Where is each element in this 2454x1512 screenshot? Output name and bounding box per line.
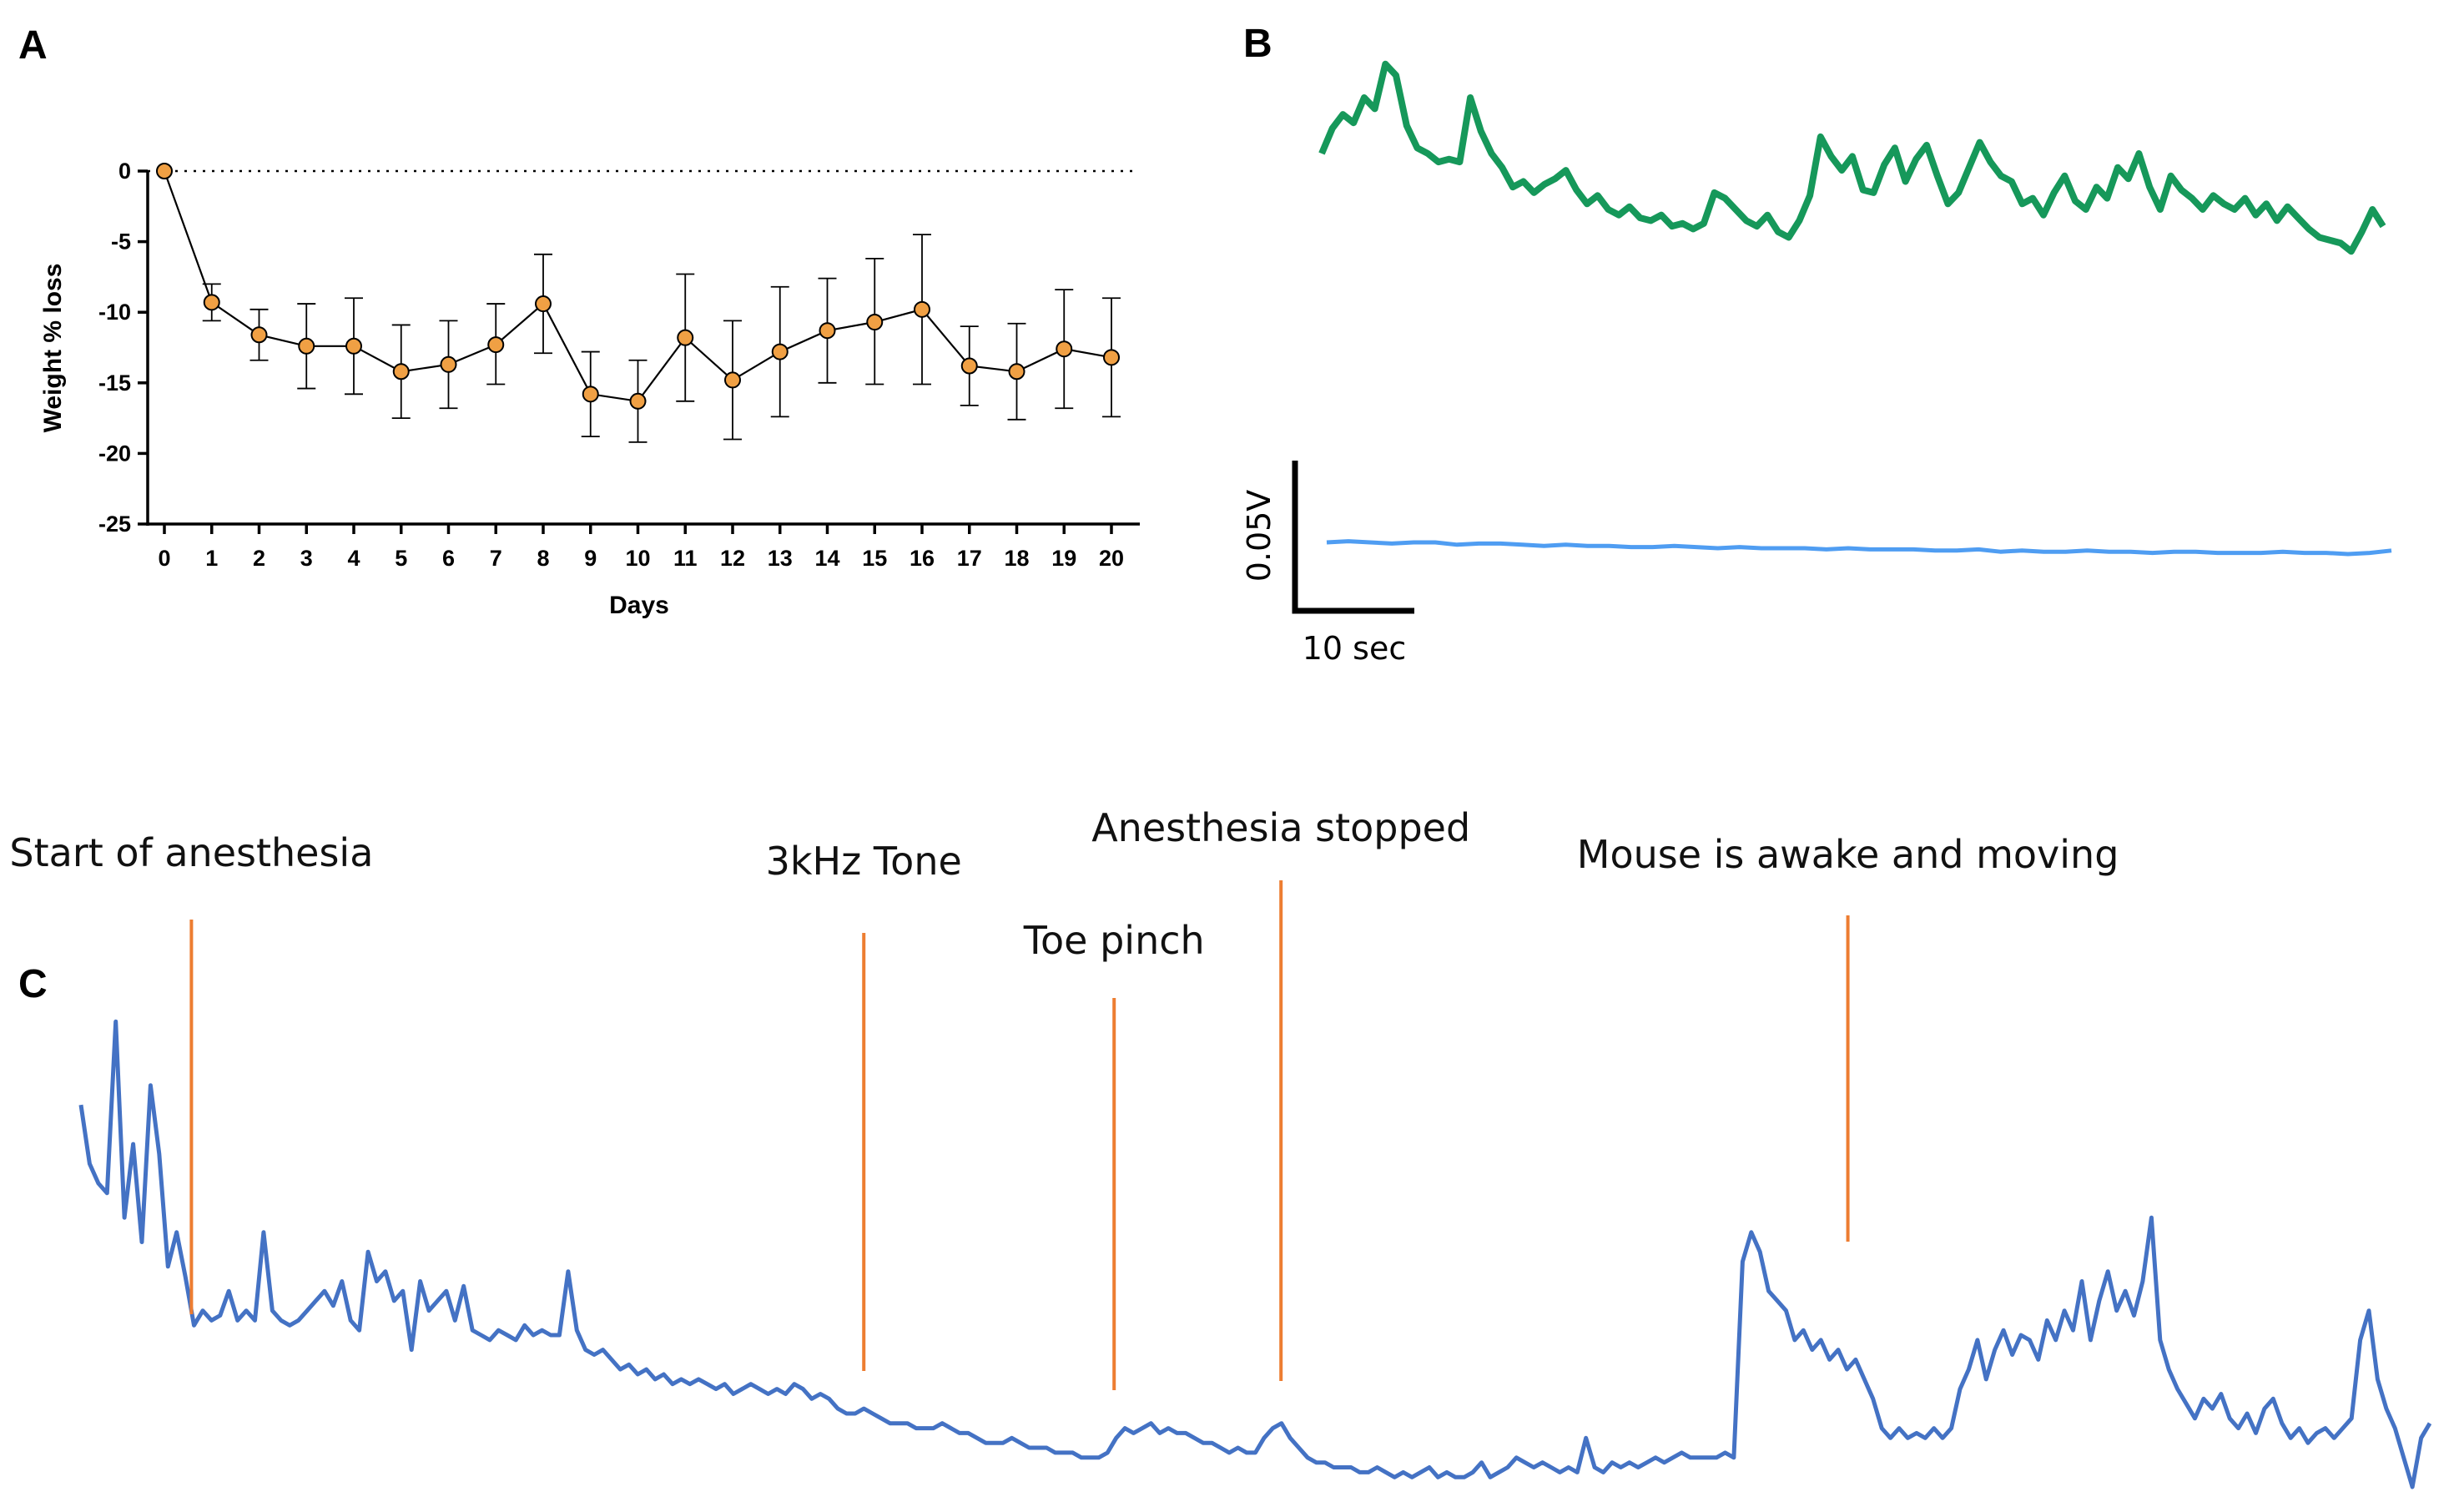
y-tick-label: -10 — [98, 300, 131, 325]
data-point — [960, 357, 978, 375]
data-point — [203, 294, 220, 311]
data-point — [156, 163, 173, 179]
x-tick-label: 16 — [910, 546, 935, 571]
data-point — [771, 343, 789, 360]
x-tick-label: 10 — [625, 546, 650, 571]
y-tick-label: -20 — [98, 441, 131, 466]
trace-control-recording — [1326, 539, 2392, 557]
x-axis-title: Days — [609, 592, 669, 619]
panel-c-long-trace: Start of anesthesia 3kHz Tone Toe pinch Ane… — [9, 805, 2432, 1489]
x-tick-label: 8 — [537, 546, 549, 571]
data-point — [1103, 349, 1120, 366]
data-point — [298, 337, 315, 355]
x-tick-label: 9 — [584, 546, 597, 571]
scale-bar-voltage-label: 0.05V — [1241, 490, 1277, 582]
annotation-label: Toe pinch — [1023, 918, 1205, 963]
x-tick-label: 18 — [1004, 546, 1029, 571]
data-point — [819, 322, 836, 340]
x-tick-label: 14 — [814, 546, 839, 571]
y-tick-label: -25 — [98, 512, 131, 537]
annotation-label: Anesthesia stopped — [1091, 805, 1470, 850]
trace-active-recording — [1318, 60, 2386, 255]
x-tick-label: 12 — [720, 546, 745, 571]
x-tick-label: 20 — [1099, 546, 1124, 571]
x-tick-label: 2 — [253, 546, 265, 571]
panel-label-c: C — [18, 962, 48, 1006]
data-point — [1008, 363, 1025, 381]
data-point — [250, 326, 268, 344]
data-point — [629, 392, 647, 410]
data-point — [914, 300, 930, 318]
x-tick-label: 5 — [395, 546, 407, 571]
data-point — [724, 371, 741, 389]
data-point — [677, 329, 694, 346]
x-tick-label: 1 — [205, 546, 218, 571]
x-tick-label: 0 — [158, 546, 170, 571]
annotation-label: Mouse is awake and moving — [1577, 832, 2119, 877]
annotation-label: 3kHz Tone — [766, 839, 962, 884]
y-tick-label: -5 — [111, 229, 131, 255]
trace-long-recording — [78, 1019, 2432, 1489]
y-axis-title: Weight % loss — [39, 264, 67, 433]
y-tick-label: -15 — [98, 370, 131, 396]
data-point — [1056, 340, 1073, 358]
data-point — [345, 337, 362, 355]
panel-b-traces: 0.05V 10 sec — [1241, 60, 2392, 667]
x-tick-label: 19 — [1051, 546, 1076, 571]
x-tick-label: 13 — [768, 546, 793, 571]
panel-label-b: B — [1243, 22, 1272, 66]
x-tick-label: 15 — [862, 546, 887, 571]
panel-a-weight-chart: 0-5-10-15-20-25 0 1 2 3 4 5 6 7 8 9 10 11 12 13 14 15 16… — [39, 159, 1140, 619]
x-tick-label: 11 — [673, 546, 698, 571]
data-point — [535, 295, 552, 313]
annotation-label: Start of anesthesia — [9, 830, 373, 875]
x-tick-label: 3 — [300, 546, 313, 571]
data-point — [582, 386, 599, 403]
scale-bar — [1292, 461, 1414, 614]
scale-bar-time-label: 10 sec — [1303, 630, 1407, 667]
x-tick-label: 17 — [957, 546, 982, 571]
data-point — [440, 355, 457, 373]
x-tick-label: 6 — [442, 546, 455, 571]
panel-label-a: A — [18, 23, 48, 68]
data-point — [866, 314, 884, 331]
data-point — [392, 363, 410, 381]
y-tick-label: 0 — [118, 159, 131, 184]
x-tick-label: 7 — [490, 546, 502, 571]
data-point — [487, 336, 505, 354]
x-tick-label: 4 — [347, 546, 360, 571]
